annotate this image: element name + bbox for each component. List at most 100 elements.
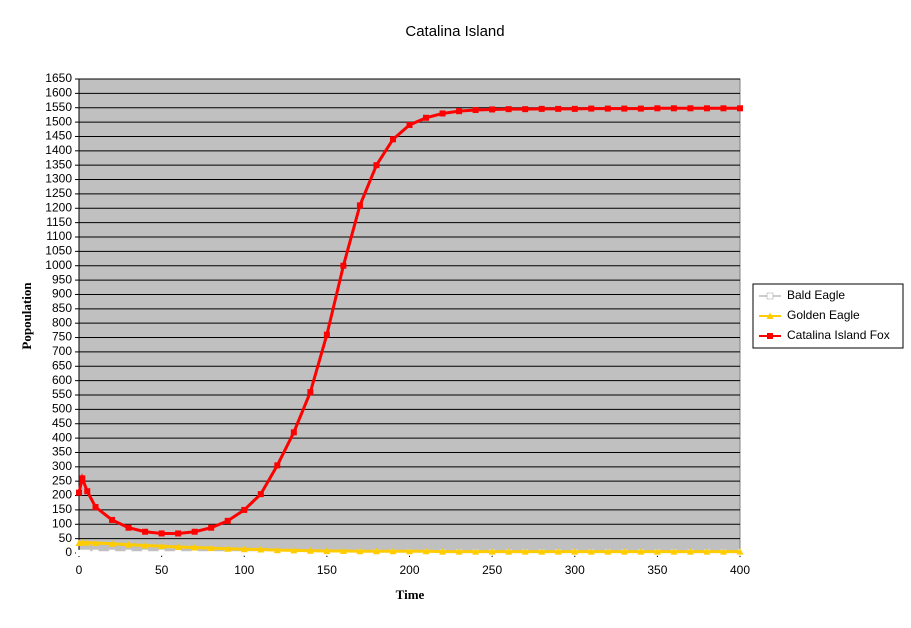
y-tick-label: 1400 (45, 143, 72, 157)
data-point (605, 106, 611, 112)
x-tick-label: 200 (399, 563, 419, 577)
data-point (84, 488, 90, 494)
data-point (192, 529, 198, 535)
data-point (241, 507, 247, 513)
y-tick-label: 0 (65, 545, 72, 559)
data-point (208, 525, 214, 531)
data-point (159, 550, 165, 556)
data-point (423, 115, 429, 121)
x-tick-label: 150 (317, 563, 337, 577)
y-tick-label: 200 (52, 488, 72, 502)
data-point (440, 110, 446, 116)
y-tick-label: 600 (52, 373, 72, 387)
data-point (704, 105, 710, 111)
data-point (340, 263, 346, 269)
data-point (654, 105, 660, 111)
y-tick-label: 1600 (45, 86, 72, 100)
legend: Bald Eagle Golden Eagle Catalina Island Fo… (753, 284, 903, 348)
data-point (357, 202, 363, 208)
data-point (109, 550, 115, 556)
y-axis-title: Popoulation (19, 282, 34, 350)
data-point (671, 105, 677, 111)
data-point (522, 106, 528, 112)
data-point (456, 108, 462, 114)
y-tick-label: 400 (52, 430, 72, 444)
data-point (588, 106, 594, 112)
y-tick-label: 300 (52, 459, 72, 473)
x-tick-label: 300 (565, 563, 585, 577)
y-tick-label: 950 (52, 272, 72, 286)
y-tick-label: 900 (52, 287, 72, 301)
x-tick-label: 400 (730, 563, 750, 577)
plot-area (79, 79, 740, 553)
y-tick-label: 1350 (45, 157, 72, 171)
data-point (555, 106, 561, 112)
y-tick-label: 1300 (45, 172, 72, 186)
legend-label: Catalina Island Fox (787, 328, 890, 342)
x-tick-label: 100 (234, 563, 254, 577)
y-tick-label: 100 (52, 516, 72, 530)
y-tick-label: 850 (52, 301, 72, 315)
y-tick-label: 650 (52, 358, 72, 372)
y-tick-label: 350 (52, 445, 72, 459)
legend-marker (767, 333, 773, 339)
data-point (258, 491, 264, 497)
data-point (159, 530, 165, 536)
y-tick-label: 1550 (45, 100, 72, 114)
y-tick-label: 150 (52, 502, 72, 516)
data-point (142, 550, 148, 556)
y-tick-label: 250 (52, 473, 72, 487)
data-point (373, 162, 379, 168)
data-point (324, 332, 330, 338)
y-tick-label: 1000 (45, 258, 72, 272)
data-point (225, 518, 231, 524)
data-point (291, 429, 297, 435)
y-tick-label: 500 (52, 402, 72, 416)
y-tick-label: 1050 (45, 244, 72, 258)
data-point (142, 529, 148, 535)
data-point (126, 525, 132, 531)
x-tick-label: 350 (647, 563, 667, 577)
y-tick-label: 550 (52, 387, 72, 401)
data-point (175, 550, 181, 556)
data-point (274, 462, 280, 468)
data-point (506, 106, 512, 112)
data-point (539, 106, 545, 112)
x-tick-label: 0 (76, 563, 83, 577)
y-tick-label: 1100 (46, 229, 72, 243)
data-point (79, 475, 85, 481)
data-point (489, 106, 495, 112)
data-point (720, 105, 726, 111)
data-point (109, 517, 115, 523)
data-point (687, 105, 693, 111)
y-tick-label: 800 (52, 315, 72, 329)
data-point (93, 550, 99, 556)
data-point (407, 122, 413, 128)
data-point (307, 389, 313, 395)
data-point (737, 105, 743, 111)
y-tick-label: 1200 (45, 200, 72, 214)
x-tick-label: 50 (155, 563, 169, 577)
data-point (572, 106, 578, 112)
y-tick-label: 1500 (45, 114, 72, 128)
chart-title: Catalina Island (405, 23, 504, 40)
legend-label: Bald Eagle (787, 288, 845, 302)
data-point (84, 550, 90, 556)
y-tick-label: 1250 (45, 186, 72, 200)
data-point (621, 106, 627, 112)
data-point (390, 136, 396, 142)
data-point (126, 550, 132, 556)
data-point (638, 106, 644, 112)
data-point (192, 550, 198, 556)
legend-label: Golden Eagle (787, 308, 860, 322)
y-tick-label: 450 (52, 416, 72, 430)
y-tick-label: 50 (59, 531, 73, 545)
x-tick-label: 250 (482, 563, 502, 577)
y-tick-label: 1150 (46, 215, 72, 229)
data-point (93, 504, 99, 510)
legend-marker (767, 293, 773, 299)
data-point (473, 107, 479, 113)
y-tick-label: 700 (52, 344, 72, 358)
y-tick-label: 1650 (45, 71, 72, 85)
